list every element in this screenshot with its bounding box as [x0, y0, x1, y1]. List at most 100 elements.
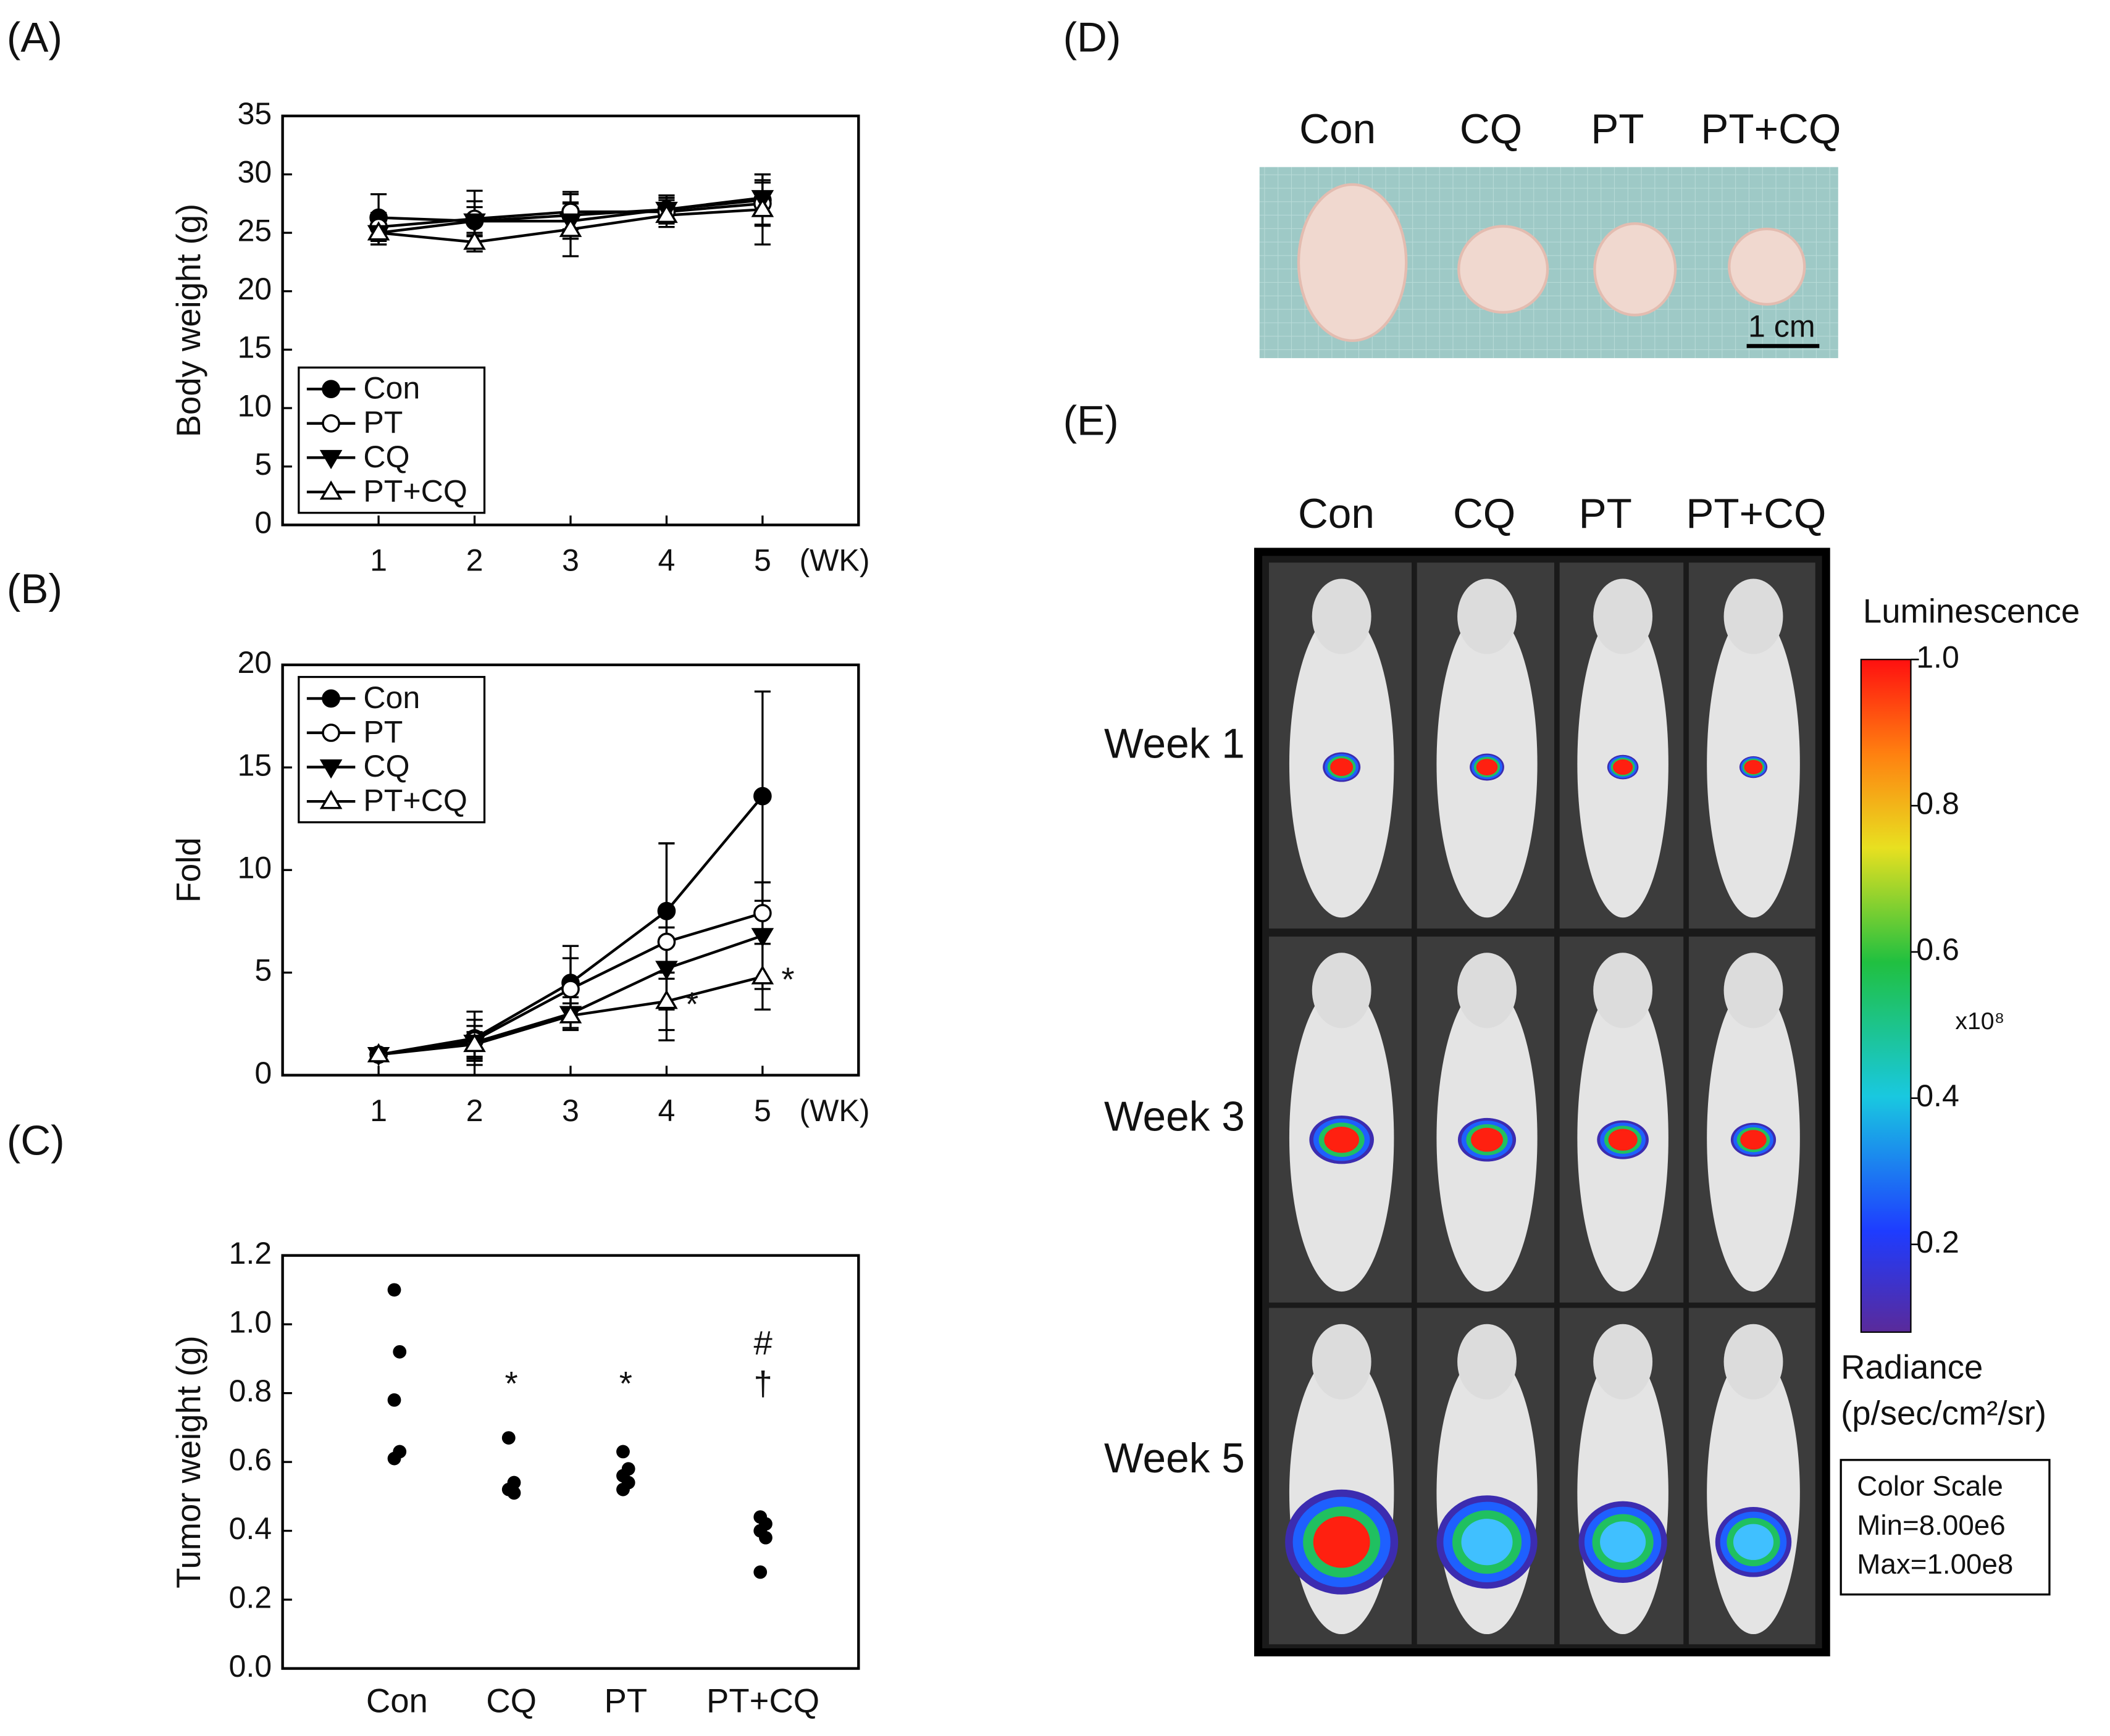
point	[387, 1283, 401, 1297]
marker	[751, 928, 774, 948]
tumor	[1457, 225, 1549, 314]
y-tick-label: 1.0	[229, 1304, 272, 1339]
signal	[1461, 1519, 1513, 1566]
marker	[751, 965, 774, 985]
y-tick-label: 35	[237, 96, 272, 131]
point	[501, 1431, 516, 1445]
x-tick-label: 1	[370, 543, 387, 578]
row-label: Week 1	[1104, 721, 1245, 767]
marker	[463, 213, 486, 233]
signal	[1330, 758, 1354, 776]
signal	[1608, 1129, 1638, 1151]
annotation: *	[781, 961, 794, 998]
tumor	[1297, 183, 1408, 342]
column-label: Con	[1298, 491, 1375, 537]
point	[759, 1530, 772, 1545]
column-label: PT	[1591, 106, 1644, 152]
legend-marker	[319, 480, 343, 500]
legend-marker	[319, 759, 343, 779]
mouse-head	[1312, 578, 1371, 654]
marker	[367, 221, 390, 241]
y-tick-label: 0.8	[229, 1374, 272, 1408]
y-tick-label: 25	[237, 213, 272, 248]
mouse-head	[1312, 1324, 1371, 1400]
y-tick-label: 0.4	[229, 1511, 272, 1546]
y-tick-label: 0.6	[229, 1442, 272, 1477]
signal	[1740, 1130, 1767, 1150]
signal	[1744, 760, 1763, 775]
x-tick-label: 2	[466, 1093, 484, 1128]
legend-marker	[322, 380, 340, 399]
y-tick-label: 20	[237, 272, 272, 306]
colorbar-unit: Radiance	[1841, 1348, 1983, 1386]
x-tick-label: Con	[366, 1682, 428, 1720]
legend-label: Con	[363, 680, 420, 715]
colorbar-tick-label: 0.4	[1916, 1079, 1959, 1113]
legend-marker	[319, 449, 343, 470]
marker	[657, 932, 676, 951]
x-unit: (WK)	[799, 1093, 869, 1128]
x-tick-label: 4	[658, 543, 675, 578]
x-tick-label: CQ	[486, 1682, 537, 1720]
mouse-head	[1312, 953, 1371, 1029]
annotation: *	[504, 1364, 517, 1402]
legend-label: CQ	[363, 749, 409, 783]
plot-frame	[281, 1254, 860, 1670]
point	[753, 1565, 768, 1579]
legend-marker	[322, 689, 340, 708]
legend-marker	[319, 790, 343, 809]
y-tick-label: 20	[237, 645, 272, 680]
tumor	[1728, 227, 1806, 306]
colorbar-tick-label: 0.6	[1916, 932, 1959, 967]
marker	[655, 961, 678, 980]
mouse-head	[1723, 1324, 1783, 1400]
column-label: PT	[1579, 491, 1632, 537]
legend-marker	[322, 724, 340, 742]
legend-label: PT	[363, 714, 403, 749]
panel-label: (A)	[7, 15, 62, 61]
marker	[655, 204, 678, 223]
marker	[561, 980, 580, 998]
signal	[1313, 1516, 1370, 1568]
column-label: CQ	[1453, 491, 1515, 537]
row-label: Week 3	[1104, 1093, 1245, 1140]
y-tick-label: 1.2	[229, 1236, 272, 1271]
y-axis-label: Tumor weight (g)	[170, 1335, 207, 1588]
y-tick-label: 5	[254, 953, 272, 988]
annotation: #	[753, 1324, 772, 1362]
scale-box	[1840, 1459, 2051, 1596]
point	[507, 1486, 521, 1500]
marker	[367, 1043, 390, 1062]
y-tick-label: 0	[254, 1056, 272, 1090]
point	[393, 1345, 407, 1359]
signal	[1733, 1524, 1774, 1560]
x-tick-label: 2	[466, 543, 484, 578]
panel-label: (E)	[1063, 398, 1119, 444]
colorbar-tick-label: 1.0	[1916, 640, 1959, 674]
marker	[655, 990, 678, 1009]
x-unit: (WK)	[799, 543, 869, 578]
scale-box-line: Color Scale	[1857, 1471, 2003, 1502]
annotation: *	[685, 985, 698, 1023]
point	[616, 1482, 630, 1496]
y-tick-label: 30	[237, 155, 272, 190]
marker	[657, 901, 676, 920]
row-label: Week 5	[1104, 1435, 1245, 1482]
marker	[751, 198, 774, 217]
signal	[1324, 1126, 1360, 1153]
x-tick-label: 3	[562, 1093, 579, 1128]
signal	[1600, 1521, 1646, 1563]
legend-label: Con	[363, 371, 420, 406]
x-tick-label: 4	[658, 1093, 675, 1128]
marker	[753, 787, 772, 806]
y-tick-label: 5	[254, 447, 272, 482]
mouse-head	[1457, 953, 1517, 1029]
legend-label: PT+CQ	[363, 783, 467, 818]
signal	[1476, 759, 1498, 776]
column-label: Con	[1299, 106, 1376, 152]
colorbar-unit: (p/sec/cm²/sr)	[1841, 1394, 2046, 1432]
mouse-head	[1593, 953, 1653, 1029]
marker	[559, 1004, 582, 1024]
